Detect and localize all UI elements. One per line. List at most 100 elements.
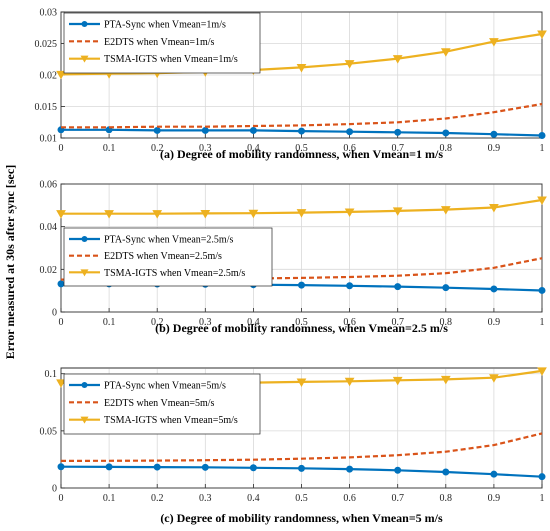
- data-point: [392, 376, 403, 386]
- x-tick-label: 0.4: [247, 143, 260, 154]
- data-point: [296, 63, 307, 73]
- data-point: [489, 38, 499, 47]
- chart-panel-1: 0 0.1 0.2 0.3 0.4 0.5 0.6 0.7 0.8 0.9 1 0.01 0.015 0.…: [35, 8, 547, 161]
- data-point: [296, 378, 307, 387]
- x-tick-label: 0.3: [199, 143, 212, 154]
- data-point: [201, 463, 209, 471]
- x-tick-label: 0.7: [391, 317, 404, 328]
- x-tick-label: 0.2: [151, 493, 164, 504]
- data-point: [200, 209, 211, 219]
- x-tick-label: 0: [59, 143, 64, 154]
- data-point: [298, 127, 305, 135]
- data-point: [346, 282, 354, 290]
- data-point: [440, 375, 451, 385]
- x-axis-label: (b) Degree of mobility randomness, when …: [155, 321, 448, 335]
- data-point: [56, 379, 66, 388]
- x-tick-label: 0: [59, 493, 64, 504]
- data-point: [346, 128, 354, 136]
- x-tick-label: 0.2: [151, 143, 164, 154]
- y-tick-label: 0.03: [40, 8, 58, 19]
- chart-panel-2: 0 0.1 0.2 0.3 0.4 0.5 0.6 0.7 0.8 0.9 1 0 0.02 0.04 0.…: [40, 180, 547, 335]
- y-axis-label: Error measured at 30s after sync [sec]: [3, 165, 17, 359]
- legend-label: E2DTS when Vmean=1m/s: [104, 37, 215, 48]
- legend-marker: [81, 236, 88, 242]
- x-tick-label: 0.7: [391, 493, 404, 504]
- x-tick-label: 0.8: [440, 317, 453, 328]
- y-tick-label: 0.01: [40, 134, 58, 145]
- data-point: [538, 286, 546, 294]
- chart-panel-3: 0 0.1 0.2 0.3 0.4 0.5 0.6 0.7 0.8 0.9 1 0 0.05 0.1 PTA…: [40, 367, 547, 525]
- legend: PTA-Sync when Vmean=5m/s E2DTS when Vmean…: [63, 373, 261, 435]
- x-axis-label: (c) Degree of mobility randomness, when …: [160, 511, 443, 525]
- y-tick-label: 0.025: [35, 39, 58, 50]
- data-point: [537, 30, 547, 40]
- y-tick-label: 0.06: [40, 180, 58, 191]
- data-point: [153, 126, 161, 134]
- data-point: [490, 130, 498, 138]
- data-point: [538, 473, 546, 481]
- y-tick-label: 0: [52, 484, 57, 495]
- data-point: [394, 283, 402, 291]
- x-tick-label: 1: [540, 493, 545, 504]
- y-tick-label: 0.05: [40, 426, 58, 437]
- data-point: [57, 463, 65, 471]
- legend-box: [63, 227, 273, 287]
- data-point: [442, 468, 450, 476]
- data-point: [105, 463, 113, 471]
- y-tick-label: 0.1: [45, 369, 58, 380]
- data-point: [56, 210, 66, 219]
- data-point: [440, 48, 451, 57]
- x-tick-label: 0.5: [295, 317, 308, 328]
- legend-label: TSMA-IGTS when Vmean=5m/s: [104, 415, 238, 426]
- data-point: [249, 126, 257, 134]
- legend-label: E2DTS when Vmean=2.5m/s: [104, 251, 222, 262]
- legend: PTA-Sync when Vmean=2.5m/s E2DTS when Vme…: [63, 227, 273, 287]
- data-point: [153, 463, 161, 471]
- data-point: [394, 128, 402, 136]
- x-tick-label: 0.9: [488, 493, 501, 504]
- data-point: [296, 209, 307, 218]
- legend-label: E2DTS when Vmean=5m/s: [104, 398, 215, 409]
- series-line-2: [61, 102, 543, 129]
- legend-label: PTA-Sync when Vmean=1m/s: [104, 20, 226, 31]
- x-tick-label: 0.9: [488, 143, 501, 154]
- data-point: [344, 208, 355, 217]
- x-tick-label: 0.3: [199, 493, 212, 504]
- legend-marker: [81, 21, 88, 27]
- data-point: [298, 281, 305, 289]
- data-point: [346, 465, 354, 473]
- data-point: [392, 207, 403, 216]
- data-point: [489, 203, 499, 213]
- y-tick-label: 0.04: [40, 222, 58, 233]
- data-point: [490, 285, 498, 293]
- data-point: [394, 466, 402, 474]
- y-tick-label: 0.02: [40, 265, 58, 276]
- data-point: [344, 377, 355, 387]
- x-tick-label: 0.5: [295, 143, 308, 154]
- x-tick-label: 0.1: [103, 143, 116, 154]
- data-point: [537, 196, 547, 206]
- x-tick-label: 0.8: [440, 143, 453, 154]
- data-point: [152, 210, 163, 219]
- x-tick-label: 1: [540, 317, 545, 328]
- x-tick-label: 0.2: [151, 317, 164, 328]
- data-point: [248, 209, 259, 219]
- x-tick-label: 0.3: [199, 317, 212, 328]
- x-tick-label: 0.6: [343, 493, 356, 504]
- x-tick-label: 1: [540, 143, 545, 154]
- data-point: [344, 60, 355, 69]
- y-tick-label: 0: [52, 308, 57, 319]
- x-tick-label: 0.8: [440, 493, 453, 504]
- data-point: [56, 70, 66, 80]
- legend-label: PTA-Sync when Vmean=5m/s: [104, 381, 226, 392]
- x-axis-label: (a) Degree of mobility randomness, when …: [160, 147, 443, 161]
- data-point: [298, 464, 305, 472]
- legend-label: TSMA-IGTS when Vmean=1m/s: [104, 54, 238, 65]
- x-tick-label: 0.1: [103, 317, 116, 328]
- legend-marker: [81, 382, 88, 388]
- legend: PTA-Sync when Vmean=1m/s E2DTS when Vmean…: [63, 12, 261, 74]
- x-tick-label: 0: [59, 317, 64, 328]
- data-point: [249, 464, 257, 472]
- plot-frame: [60, 367, 543, 489]
